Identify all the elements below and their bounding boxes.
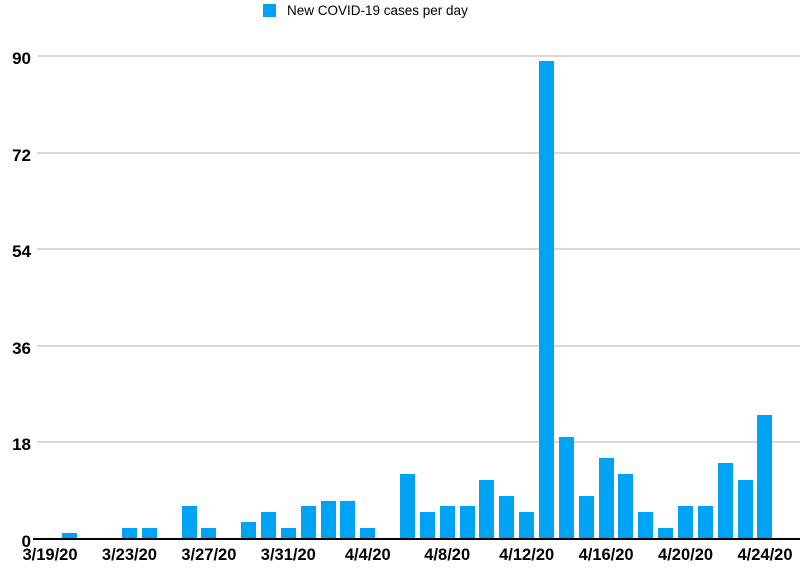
y-tick-label-0: 0 — [21, 531, 31, 551]
bar-4-14-20 — [558, 436, 574, 539]
y-tick-label-72: 72 — [12, 145, 31, 165]
y-tick-label-54: 54 — [12, 242, 31, 261]
bar-4-15-20 — [578, 495, 594, 539]
gridline-y-90 — [37, 55, 800, 57]
bar-4-13-20 — [539, 61, 555, 539]
bar-3-20-20 — [62, 533, 78, 539]
bar-4-10-20 — [479, 479, 495, 539]
legend: New COVID-19 cases per day — [263, 2, 468, 18]
bar-4-11-20 — [499, 495, 515, 539]
bar-4-2-20 — [320, 500, 336, 539]
gridline-y-18 — [37, 441, 800, 443]
x-tick-label-4-16-20: 4/16/20 — [578, 546, 634, 564]
bar-3-30-20 — [260, 511, 276, 539]
legend-swatch-icon — [263, 3, 276, 17]
bar-4-16-20 — [598, 458, 614, 539]
x-tick-label-3-31-20: 3/31/20 — [260, 546, 316, 564]
x-tick-label-4-24-20: 4/24/20 — [737, 546, 793, 564]
bar-3-29-20 — [241, 522, 257, 539]
bar-4-17-20 — [618, 474, 634, 539]
x-tick-label-4-4-20: 4/4/20 — [344, 546, 391, 564]
y-tick-label-36: 36 — [12, 338, 31, 358]
legend-label: New COVID-19 cases per day — [287, 2, 468, 18]
bar-3-27-20 — [201, 527, 217, 539]
bar-4-20-20 — [678, 506, 694, 539]
bar-4-19-20 — [658, 527, 674, 539]
bar-4-9-20 — [459, 506, 475, 539]
bar-4-22-20 — [717, 463, 733, 539]
y-tick-label-90: 90 — [12, 49, 31, 68]
bar-4-24-20 — [757, 415, 773, 539]
bar-4-7-20 — [419, 511, 435, 539]
x-tick-label-3-19-20: 3/19/20 — [22, 546, 78, 564]
x-tick-label-3-27-20: 3/27/20 — [181, 546, 237, 564]
x-axis-line — [33, 537, 800, 540]
x-tick-label-3-23-20: 3/23/20 — [101, 546, 157, 564]
gridline-y-54 — [37, 248, 800, 250]
bar-4-21-20 — [697, 506, 713, 539]
bar-3-31-20 — [280, 527, 296, 539]
y-tick-label-18: 18 — [12, 435, 31, 454]
bar-4-6-20 — [399, 474, 415, 539]
bar-3-24-20 — [141, 527, 157, 539]
bar-3-23-20 — [121, 527, 137, 539]
bar-4-1-20 — [300, 506, 316, 539]
x-tick-label-4-12-20: 4/12/20 — [499, 546, 555, 564]
bar-4-8-20 — [439, 506, 455, 539]
bar-4-3-20 — [340, 500, 356, 539]
bar-4-12-20 — [519, 511, 535, 539]
bar-3-26-20 — [181, 506, 197, 539]
x-tick-label-4-8-20: 4/8/20 — [424, 546, 471, 564]
bar-4-4-20 — [360, 527, 376, 539]
bar-4-23-20 — [737, 479, 753, 539]
bar-4-18-20 — [638, 511, 654, 539]
x-tick-label-4-20-20: 4/20/20 — [658, 546, 714, 564]
gridline-y-36 — [37, 344, 800, 347]
gridline-y-72 — [37, 151, 800, 154]
